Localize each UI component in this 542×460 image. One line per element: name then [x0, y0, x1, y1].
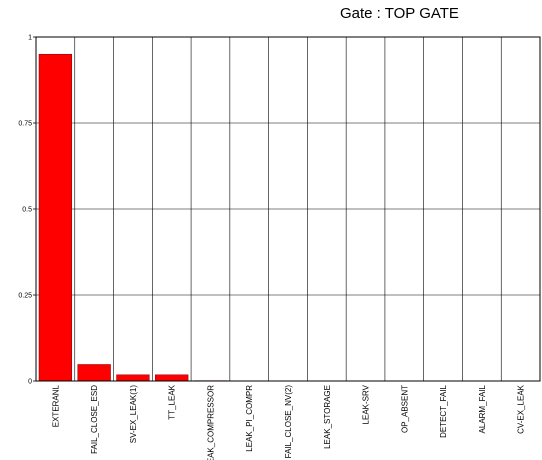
x-category-label: ALARM_FAIL — [478, 384, 487, 433]
x-category-label: OP_ABSENT — [400, 385, 409, 433]
x-category-label: FAIL_CLOSE_NV(2) — [284, 385, 293, 459]
x-category-label: LEAK_COMPRESSOR — [206, 385, 215, 460]
plot-frame — [35, 36, 541, 382]
y-tick-labels: 0 0.25 0.5 0.75 1 — [18, 35, 32, 386]
bar — [38, 53, 73, 382]
x-category-label: LEAK_STORAGE — [323, 385, 332, 449]
bar — [155, 374, 189, 382]
y-tick-label: 0.5 — [22, 207, 32, 214]
axis-layer — [33, 36, 541, 382]
y-tick-label: 0.75 — [18, 121, 32, 128]
y-tick-label: 1 — [28, 35, 32, 42]
grid-layer — [35, 36, 541, 382]
x-category-label: LEAK_PI_COMPR — [245, 385, 254, 452]
x-category-labels: EXTERANL FAIL_CLOSE_ESD SV-EX_LEAK(1) TT_LE… — [51, 384, 525, 460]
x-category-label: SV-EX_LEAK(1) — [129, 385, 138, 444]
x-category-label: CV-EX_LEAK — [517, 384, 526, 434]
x-category-label: DETECT_FAIL — [439, 384, 448, 437]
bar — [77, 364, 111, 382]
y-tick-label: 0.25 — [18, 293, 32, 300]
bars-layer — [38, 53, 228, 382]
x-category-label: EXTERANL — [51, 384, 60, 427]
x-category-label: LEAK-SRV — [362, 384, 371, 424]
bar — [116, 374, 150, 382]
y-tick-label: 0 — [28, 379, 32, 386]
x-category-label: TT_LEAK — [168, 384, 177, 419]
x-category-label: FAIL_CLOSE_ESD — [90, 385, 99, 454]
chart-title: Gate : TOP GATE — [340, 5, 459, 22]
